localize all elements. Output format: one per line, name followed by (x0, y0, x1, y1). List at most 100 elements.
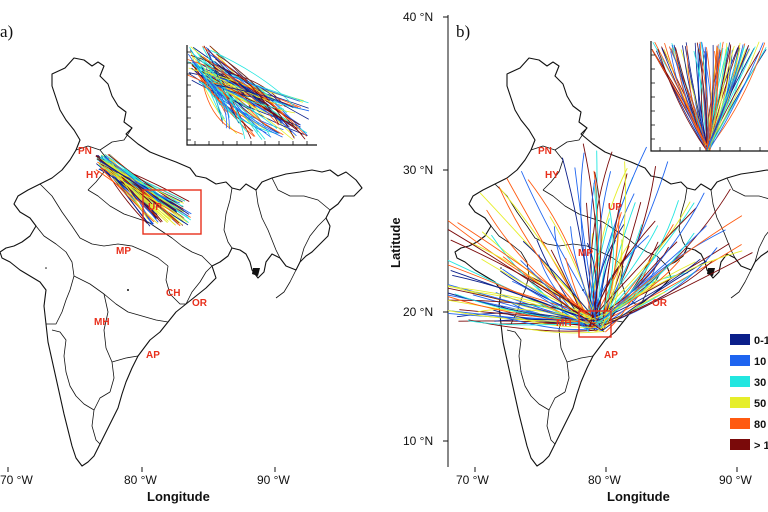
trajectory-line (108, 168, 169, 222)
trajectory-line (603, 224, 643, 323)
trajectory-line (502, 268, 597, 326)
trajectory-line (592, 260, 713, 327)
state-label-pn: PN (78, 146, 92, 157)
trajectory-line (100, 160, 177, 213)
inset-trajectory-line (203, 56, 279, 126)
state-label-b-ap: AP (604, 350, 618, 361)
trajectory-line (602, 173, 628, 322)
trajectory-line (602, 192, 705, 319)
trajectory-line (589, 146, 647, 319)
trajectory-line (107, 154, 184, 208)
inset-trajectory-line (706, 42, 741, 151)
legend-swatch (730, 439, 750, 450)
inset-trajectory-line (196, 64, 248, 133)
legend-swatch (730, 418, 750, 429)
inset-trajectory-line (215, 58, 279, 125)
inset-trajectory-line (670, 51, 709, 151)
highlight-box-b (578, 310, 612, 338)
trajectory-line (477, 308, 591, 321)
inset-trajectory-line (217, 85, 238, 119)
y-tick-b-40: 40 °N (403, 10, 433, 24)
trajectory-line (574, 167, 597, 320)
x-axis-title-a: Longitude (147, 489, 210, 504)
inset-trajectory-line (706, 48, 750, 151)
state-label-mh: MH (94, 317, 110, 328)
trajectory-line (497, 286, 603, 320)
trajectory-line (108, 158, 148, 220)
trajectory-line (448, 295, 599, 324)
trajectory-line (596, 161, 669, 329)
inset-trajectory-line (197, 62, 294, 140)
state-label-mp: MP (116, 246, 131, 257)
inset-trajectory-line (210, 83, 297, 136)
panel-b: b) 40 °N 30 °N 20 °N 10 °N Latitude (388, 10, 768, 504)
trajectory-line (588, 151, 613, 322)
x-axis-a: 70 °W 80 °W 90 °W Longitude (0, 467, 290, 504)
trajectory-line (591, 207, 697, 320)
legend-label: 0-1 (754, 335, 768, 347)
panel-b-label: b) (456, 22, 470, 41)
state-label-up: UP (148, 202, 162, 213)
inset-trajectory-line (686, 45, 707, 151)
inset-trajectory-line (187, 59, 288, 120)
inset-trajectory-line (216, 84, 294, 108)
trajectory-line (499, 187, 589, 322)
trajectory-line (570, 226, 599, 326)
y-tick-b-20: 20 °N (403, 305, 433, 319)
legend-label: 30 (754, 377, 766, 389)
legend: 0-1 10 30 50 80 > 1 (730, 334, 768, 452)
trajectory-line (527, 179, 593, 321)
trajectories-b (448, 143, 753, 334)
trajectory-line (591, 225, 659, 321)
panel-a-label: a) (0, 22, 13, 41)
x-axis-b: 70 °W 80 °W 90 °W Longitude (456, 467, 752, 504)
y-tick-b-30: 30 °N (403, 163, 433, 177)
trajectory-line (100, 167, 155, 223)
inset-trajectory-line (211, 83, 230, 130)
trajectory-line (501, 315, 598, 330)
trajectory-line (604, 252, 753, 326)
x-tick-a-90: 90 °W (257, 473, 290, 487)
inset-trajectory-line (708, 42, 764, 151)
state-label-b-pn: PN (538, 146, 552, 157)
state-label-or: OR (192, 298, 208, 309)
inset-trajectory-line (210, 50, 295, 107)
trajectory-line (104, 157, 160, 203)
legend-swatch (730, 376, 750, 387)
panel-a: a) PN HY UP MP CH OR MH AP 70 °W 80 °W (0, 22, 363, 504)
inset-trajectory-line (696, 42, 707, 151)
legend-swatch (730, 397, 750, 408)
inset-trajectory-line (193, 47, 309, 120)
legend-label: > 1 (754, 440, 768, 452)
trajectory-line (587, 279, 658, 321)
legend-swatch (730, 334, 750, 345)
trajectory-line (595, 232, 695, 325)
trajectory-line (515, 316, 598, 328)
trajectory-line (596, 204, 614, 325)
state-label-b-mp: MP (578, 248, 593, 259)
state-label-b-or: OR (652, 298, 668, 309)
x-tick-b-70: 70 °W (456, 473, 489, 487)
inset-trajectory-line (203, 85, 243, 135)
trajectories-a (95, 153, 192, 227)
trajectory-line (98, 163, 174, 211)
trajectory-line (450, 239, 606, 325)
trajectory-line (598, 200, 679, 329)
trajectory-line (448, 264, 589, 327)
x-tick-b-90: 90 °W (719, 473, 752, 487)
trajectory-line (523, 327, 604, 334)
inset-trajectory-line (664, 43, 711, 151)
inset-trajectory-line (191, 62, 228, 101)
x-tick-b-80: 80 °W (588, 473, 621, 487)
trajectory-line (481, 258, 603, 324)
highlight-box-a (142, 189, 202, 235)
y-tick-b-10: 10 °N (403, 434, 433, 448)
legend-label: 10 (754, 356, 766, 368)
inset-trajectory-line (191, 59, 283, 138)
legend-swatch (730, 355, 750, 366)
trajectory-line (448, 228, 601, 330)
trajectory-line (467, 290, 589, 325)
inset-trajectory-line (657, 48, 707, 151)
state-label-b-up: UP (608, 202, 622, 213)
